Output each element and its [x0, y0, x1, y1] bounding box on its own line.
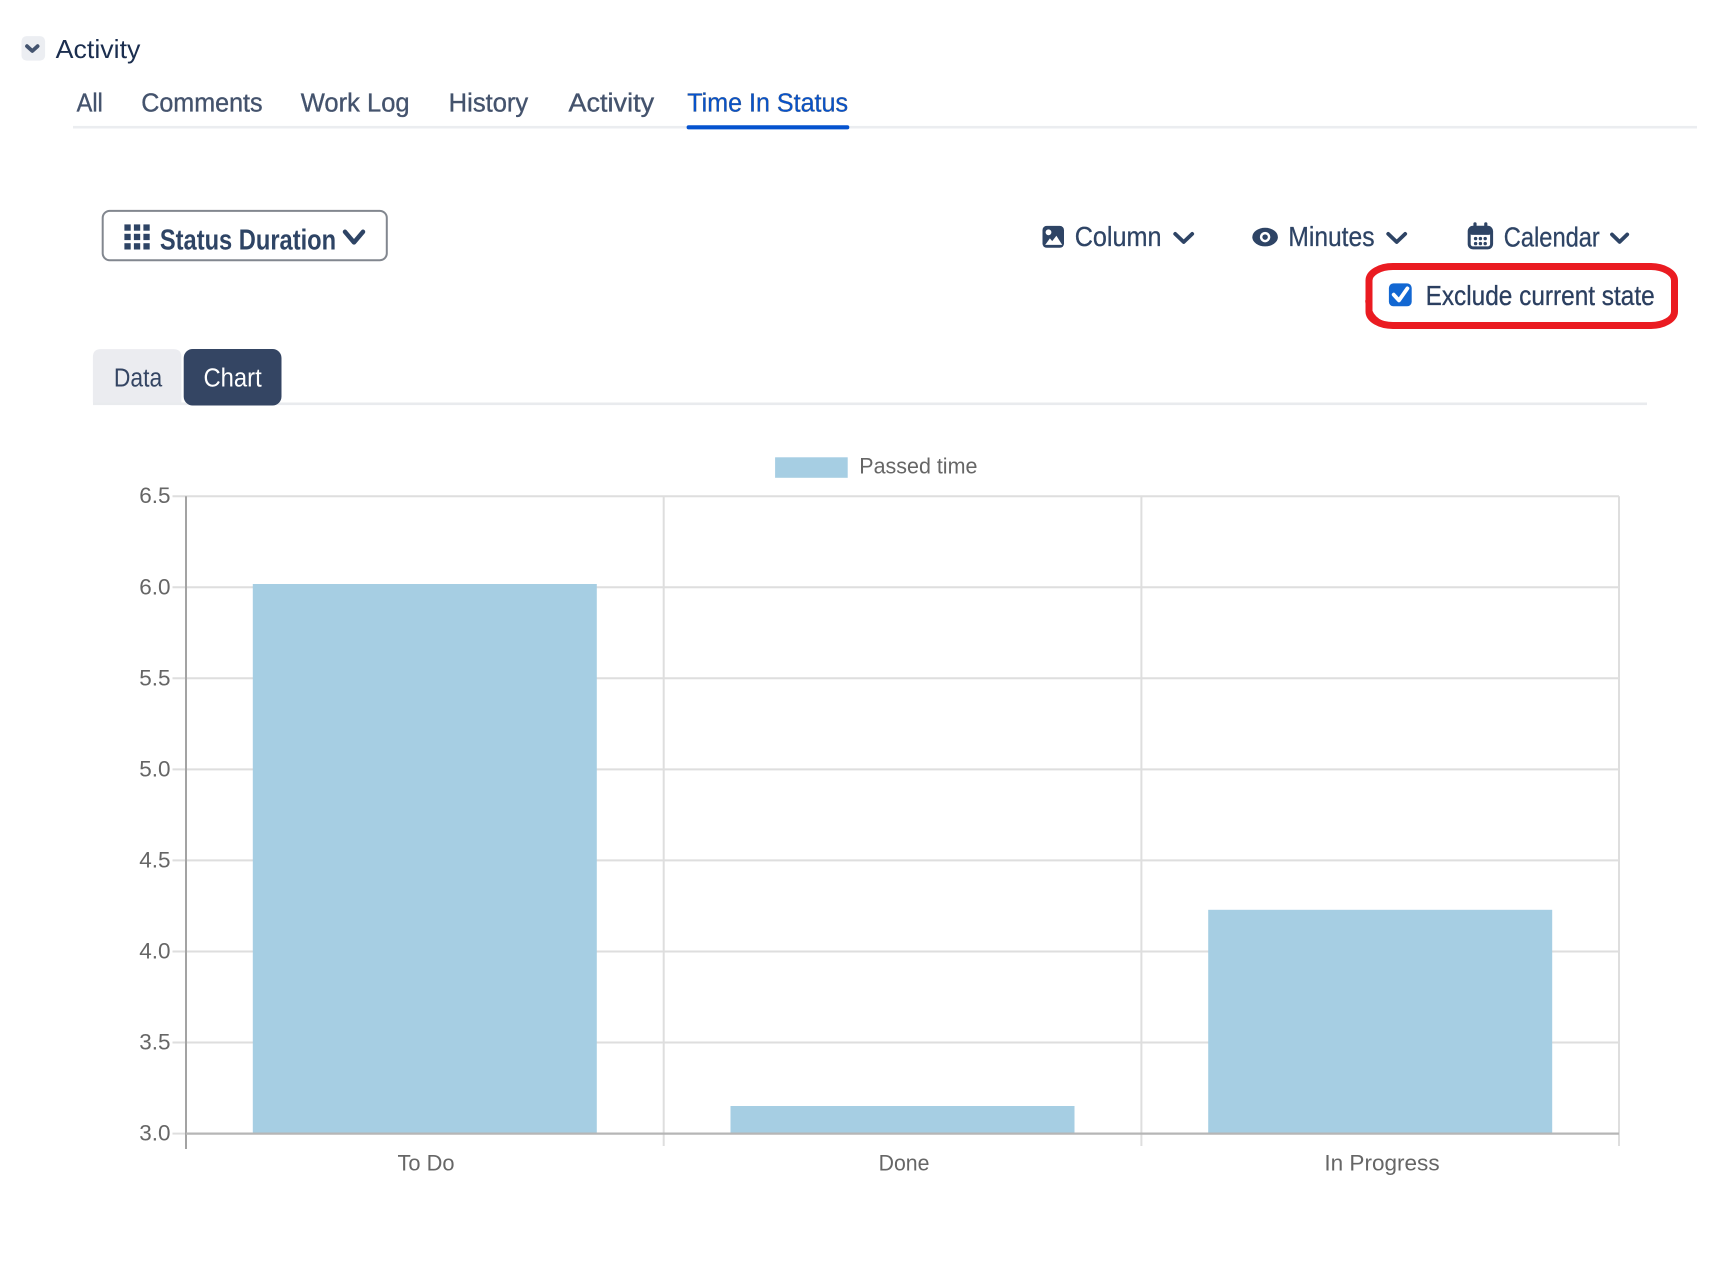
svg-text:4.5: 4.5 — [139, 847, 170, 872]
svg-text:Comments: Comments — [141, 89, 262, 117]
svg-text:To Do: To Do — [398, 1151, 455, 1176]
svg-text:Calendar: Calendar — [1504, 222, 1600, 253]
svg-text:All: All — [77, 89, 103, 117]
svg-text:Minutes: Minutes — [1288, 221, 1374, 252]
svg-text:Time In Status: Time In Status — [687, 89, 848, 117]
svg-text:Chart: Chart — [204, 365, 262, 393]
svg-text:Passed time: Passed time — [859, 454, 977, 479]
svg-text:Status Duration: Status Duration — [160, 224, 336, 256]
svg-text:Work Log: Work Log — [301, 89, 410, 117]
svg-text:Activity: Activity — [569, 89, 655, 117]
svg-text:Activity: Activity — [56, 34, 141, 64]
svg-text:Column: Column — [1075, 221, 1162, 252]
svg-text:Done: Done — [879, 1151, 930, 1176]
svg-text:4.0: 4.0 — [139, 939, 170, 964]
svg-text:3.0: 3.0 — [139, 1121, 170, 1146]
svg-text:Data: Data — [114, 365, 163, 393]
svg-text:5.0: 5.0 — [139, 756, 170, 781]
svg-text:Exclude current state: Exclude current state — [1426, 280, 1655, 311]
svg-text:5.5: 5.5 — [139, 665, 170, 690]
svg-text:In Progress: In Progress — [1324, 1151, 1439, 1176]
svg-text:6.0: 6.0 — [139, 574, 170, 599]
svg-text:History: History — [449, 89, 529, 117]
svg-text:3.5: 3.5 — [139, 1030, 170, 1055]
svg-text:6.5: 6.5 — [139, 483, 170, 508]
